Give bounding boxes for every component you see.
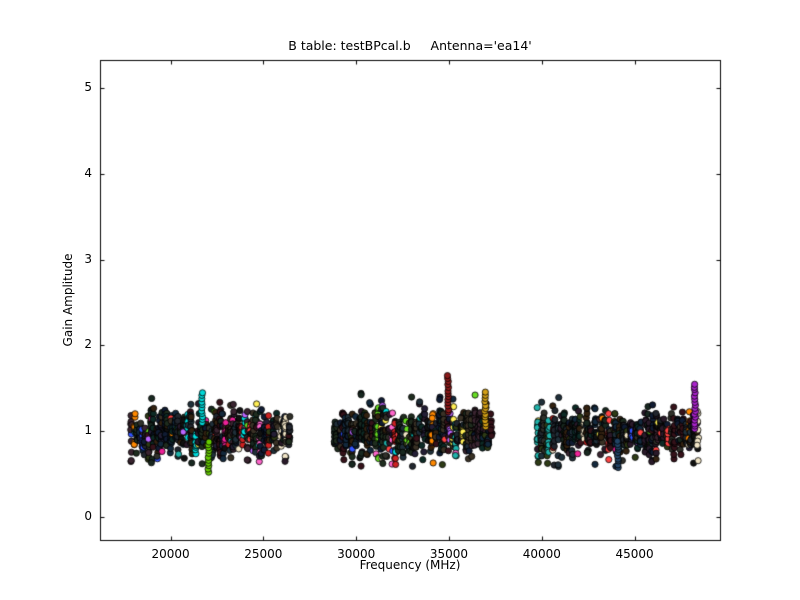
x-tick-label: 25000	[244, 547, 283, 561]
x-tick-label: 20000	[151, 547, 190, 561]
y-tick-label: 4	[84, 166, 92, 180]
y-tick-label: 1	[84, 423, 92, 438]
x-tick-label: 45000	[615, 547, 654, 561]
x-tick-label: 40000	[522, 547, 561, 561]
x-axis-label: Frequency (MHz)	[359, 558, 461, 572]
x-tick-label: 35000	[429, 547, 469, 561]
y-tick-label: 0	[84, 508, 92, 523]
x-tick-label: 30000	[337, 547, 376, 561]
y-tick-label: 2	[84, 337, 92, 352]
y-axis-label: Gain Amplitude	[61, 253, 75, 347]
y-tick-label: 5	[84, 80, 92, 95]
y-tick-label: 3	[84, 251, 92, 266]
chart-title: B table: testBPcal.b Antenna='ea14'	[288, 38, 532, 53]
